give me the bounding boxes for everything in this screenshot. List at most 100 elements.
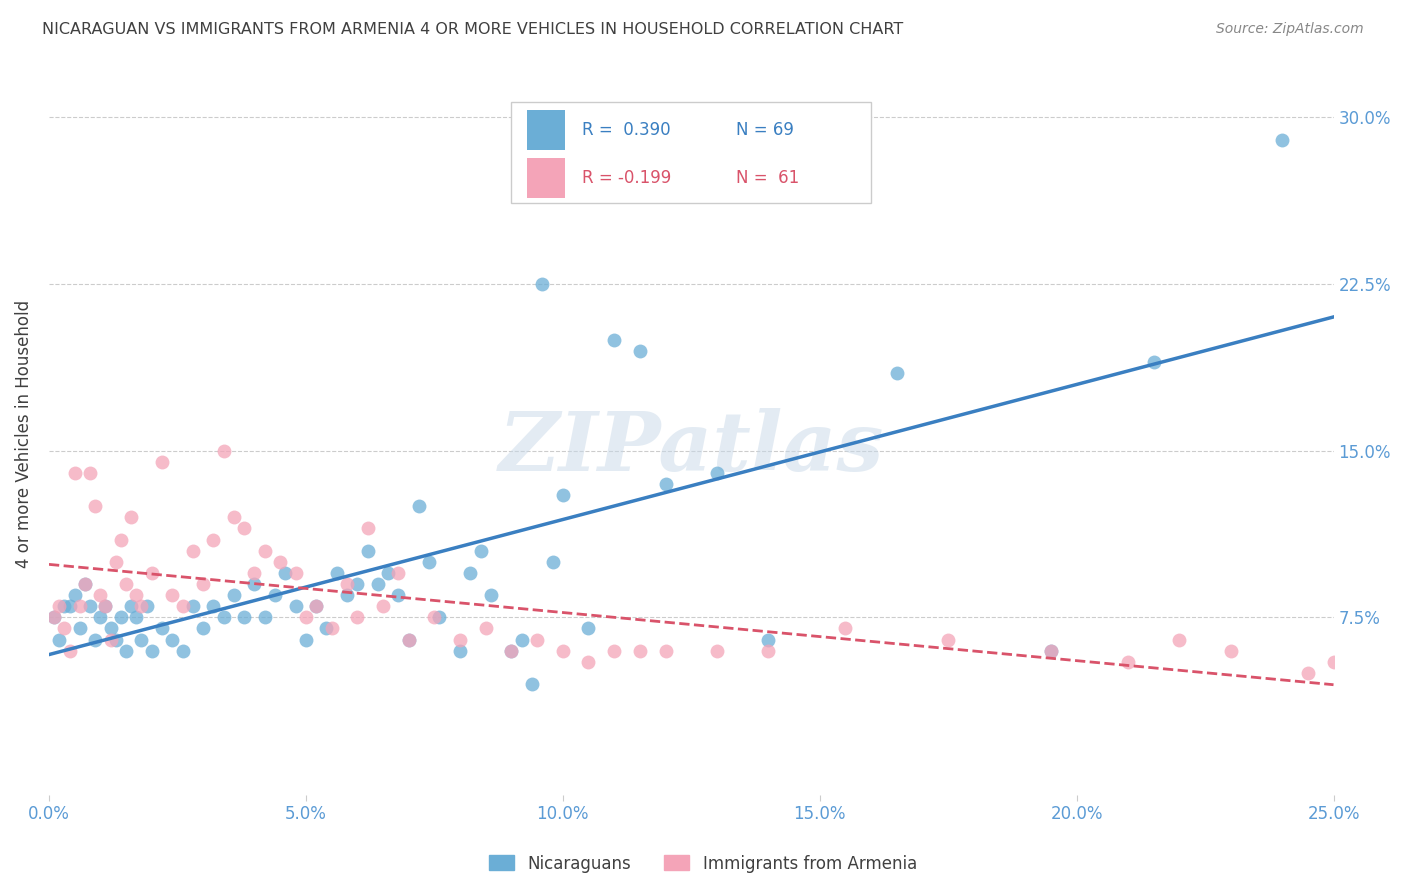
Point — [578, 655, 600, 669]
Point — [269, 555, 291, 569]
Point — [1271, 133, 1294, 147]
Point — [531, 277, 554, 291]
Point — [120, 510, 142, 524]
Point — [526, 632, 548, 647]
Point — [325, 566, 347, 580]
Point — [474, 622, 496, 636]
Point — [398, 632, 420, 647]
Point — [110, 533, 132, 547]
Point — [418, 555, 440, 569]
Point — [63, 588, 86, 602]
Point — [84, 632, 107, 647]
Point — [162, 632, 184, 647]
Point — [936, 632, 959, 647]
Point — [305, 599, 328, 614]
Point — [222, 588, 245, 602]
Point — [541, 555, 564, 569]
Point — [398, 632, 420, 647]
Point — [423, 610, 446, 624]
Point — [104, 555, 127, 569]
Point — [654, 643, 676, 657]
Point — [48, 599, 70, 614]
Point — [387, 566, 409, 580]
Point — [191, 622, 214, 636]
Point — [89, 588, 111, 602]
Point — [1219, 643, 1241, 657]
Point — [321, 622, 343, 636]
Point — [94, 599, 117, 614]
Point — [1039, 643, 1062, 657]
Point — [501, 643, 523, 657]
Point — [756, 632, 779, 647]
Point — [628, 343, 651, 358]
Point — [141, 643, 163, 657]
Point — [212, 610, 235, 624]
Point — [551, 643, 574, 657]
Point — [135, 599, 157, 614]
Point — [202, 533, 225, 547]
Point — [654, 477, 676, 491]
Point — [73, 577, 96, 591]
Point — [336, 588, 359, 602]
Point — [834, 177, 856, 191]
Point — [706, 466, 728, 480]
Point — [202, 599, 225, 614]
Point — [84, 500, 107, 514]
Point — [63, 466, 86, 480]
Point — [162, 588, 184, 602]
Point — [284, 599, 307, 614]
Point — [125, 588, 148, 602]
Point — [501, 643, 523, 657]
Point — [1143, 355, 1166, 369]
Point — [233, 610, 256, 624]
Point — [79, 599, 101, 614]
Point — [69, 599, 91, 614]
FancyBboxPatch shape — [512, 102, 872, 203]
Point — [1296, 665, 1319, 680]
Point — [125, 610, 148, 624]
Point — [356, 543, 378, 558]
Y-axis label: 4 or more Vehicles in Household: 4 or more Vehicles in Household — [15, 300, 32, 568]
Text: R =  0.390: R = 0.390 — [582, 121, 671, 139]
Point — [603, 643, 626, 657]
Point — [42, 610, 65, 624]
Point — [100, 622, 122, 636]
Point — [110, 610, 132, 624]
Point — [603, 333, 626, 347]
Point — [756, 643, 779, 657]
Point — [150, 455, 173, 469]
Point — [115, 643, 138, 657]
Point — [706, 643, 728, 657]
Point — [73, 577, 96, 591]
Point — [181, 599, 204, 614]
Point — [1039, 643, 1062, 657]
Point — [628, 643, 651, 657]
Point — [48, 632, 70, 647]
Point — [510, 632, 533, 647]
Point — [94, 599, 117, 614]
Point — [367, 577, 389, 591]
Point — [408, 500, 430, 514]
Point — [212, 443, 235, 458]
Point — [243, 577, 266, 591]
Point — [551, 488, 574, 502]
Point — [150, 622, 173, 636]
Text: N =  61: N = 61 — [737, 169, 800, 186]
Point — [449, 643, 471, 657]
Point — [264, 588, 287, 602]
Text: NICARAGUAN VS IMMIGRANTS FROM ARMENIA 4 OR MORE VEHICLES IN HOUSEHOLD CORRELATIO: NICARAGUAN VS IMMIGRANTS FROM ARMENIA 4 … — [42, 22, 904, 37]
Point — [346, 610, 368, 624]
Text: R = -0.199: R = -0.199 — [582, 169, 671, 186]
Point — [253, 610, 276, 624]
Point — [181, 543, 204, 558]
Point — [100, 632, 122, 647]
Point — [69, 622, 91, 636]
Point — [53, 622, 76, 636]
Point — [834, 622, 856, 636]
Point — [295, 632, 318, 647]
Legend: Nicaraguans, Immigrants from Armenia: Nicaraguans, Immigrants from Armenia — [482, 848, 924, 880]
Text: Source: ZipAtlas.com: Source: ZipAtlas.com — [1216, 22, 1364, 37]
Point — [274, 566, 297, 580]
Point — [284, 566, 307, 580]
Point — [886, 366, 908, 380]
